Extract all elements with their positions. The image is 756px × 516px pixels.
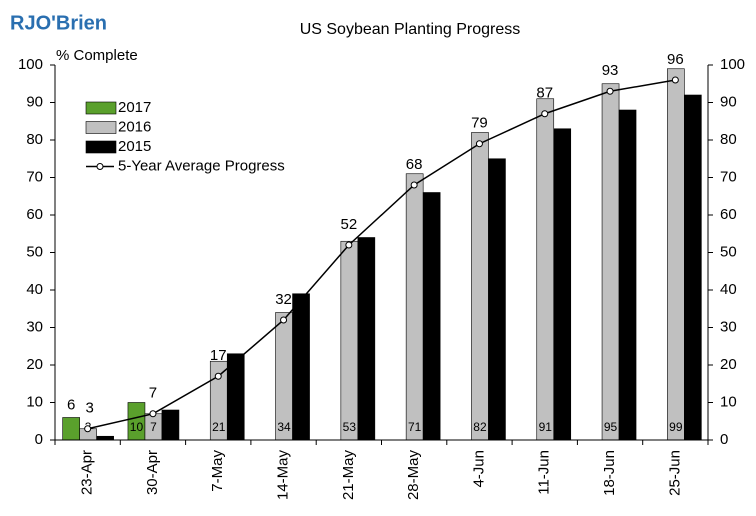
bar xyxy=(536,98,555,441)
value-label: 34 xyxy=(277,420,291,434)
marker xyxy=(410,181,418,189)
y2-tick-label: 10 xyxy=(720,393,737,410)
value-label: 52 xyxy=(341,216,358,233)
bar xyxy=(488,158,506,441)
x-tick-label: 23-Apr xyxy=(79,450,96,495)
value-label: 93 xyxy=(602,62,619,79)
value-label: 3 xyxy=(85,400,93,417)
bar xyxy=(62,417,80,441)
marker xyxy=(541,110,549,118)
value-label: 53 xyxy=(343,420,357,434)
x-tick-label: 4-Jun xyxy=(470,450,487,488)
x-tick-label: 21-May xyxy=(340,450,357,501)
bar xyxy=(161,409,180,441)
bar xyxy=(405,173,424,441)
value-label: 68 xyxy=(406,156,423,173)
legend-swatch xyxy=(96,163,104,170)
marker xyxy=(671,76,679,84)
value-label: 7 xyxy=(149,385,157,402)
legend-label: 2017 xyxy=(118,99,151,116)
y-tick-label: 0 xyxy=(35,431,43,448)
bar xyxy=(684,94,702,441)
y-tick-label: 70 xyxy=(26,168,43,185)
y-tick-label: 80 xyxy=(26,131,43,148)
value-label: 17 xyxy=(210,347,227,364)
marker xyxy=(84,425,92,433)
y2-tick-label: 70 xyxy=(720,168,737,185)
bar xyxy=(553,128,572,441)
y-tick-label: 60 xyxy=(26,206,43,223)
legend-label: 5-Year Average Progress xyxy=(118,157,285,174)
marker xyxy=(280,316,288,324)
bar xyxy=(667,68,685,441)
marker xyxy=(345,241,353,249)
y-axis-label: % Complete xyxy=(56,47,138,64)
y-tick-label: 90 xyxy=(26,93,43,110)
y-tick-label: 40 xyxy=(26,281,43,298)
value-label: 91 xyxy=(539,420,553,434)
bar xyxy=(96,435,114,441)
value-label: 95 xyxy=(604,420,618,434)
y2-tick-label: 30 xyxy=(720,318,737,335)
value-label: 82 xyxy=(473,420,487,434)
bar xyxy=(292,293,310,441)
y-tick-label: 10 xyxy=(26,393,43,410)
marker xyxy=(214,372,222,380)
x-tick-label: 7-May xyxy=(209,450,226,492)
marker xyxy=(606,87,614,95)
marker xyxy=(149,410,157,418)
bar xyxy=(422,192,441,441)
value-label: 99 xyxy=(669,420,683,434)
value-label: 79 xyxy=(471,115,488,132)
value-label: 32 xyxy=(275,291,292,308)
y-tick-label: 100 xyxy=(18,56,43,73)
y-tick-label: 30 xyxy=(26,318,43,335)
y2-tick-label: 20 xyxy=(720,356,737,373)
bar xyxy=(471,132,489,441)
y2-tick-label: 90 xyxy=(720,93,737,110)
legend-swatch xyxy=(85,101,117,115)
value-label: 6 xyxy=(67,396,75,413)
y2-tick-label: 100 xyxy=(720,56,745,73)
y2-tick-label: 0 xyxy=(720,431,728,448)
x-tick-label: 25-Jun xyxy=(666,450,683,496)
value-label: 87 xyxy=(536,85,553,102)
bar xyxy=(340,240,359,441)
bar xyxy=(601,83,620,441)
y2-tick-label: 40 xyxy=(720,281,737,298)
x-tick-label: 28-May xyxy=(405,450,422,501)
legend-swatch xyxy=(85,121,117,134)
line xyxy=(87,79,676,430)
value-label: 96 xyxy=(667,51,684,68)
y-tick-label: 50 xyxy=(26,243,43,260)
y-tick-label: 20 xyxy=(26,356,43,373)
legend-swatch xyxy=(85,140,117,154)
logo: RJO'Brien xyxy=(10,12,107,34)
legend-label: 2015 xyxy=(118,138,151,155)
bar xyxy=(618,109,637,441)
legend-label: 2016 xyxy=(118,118,151,135)
marker xyxy=(475,140,483,148)
y2-tick-label: 80 xyxy=(720,131,737,148)
value-label: 71 xyxy=(408,420,422,434)
chart-title: US Soybean Planting Progress xyxy=(300,21,521,38)
x-tick-label: 30-Apr xyxy=(144,450,161,495)
x-tick-label: 18-Jun xyxy=(601,450,618,496)
bar xyxy=(357,237,376,441)
value-label: 10 xyxy=(130,420,144,434)
value-label: 21 xyxy=(212,420,226,434)
x-tick-label: 11-Jun xyxy=(536,450,553,495)
x-tick-label: 14-May xyxy=(275,450,292,501)
value-label: 7 xyxy=(150,420,157,434)
y2-tick-label: 60 xyxy=(720,206,737,223)
y2-tick-label: 50 xyxy=(720,243,737,260)
